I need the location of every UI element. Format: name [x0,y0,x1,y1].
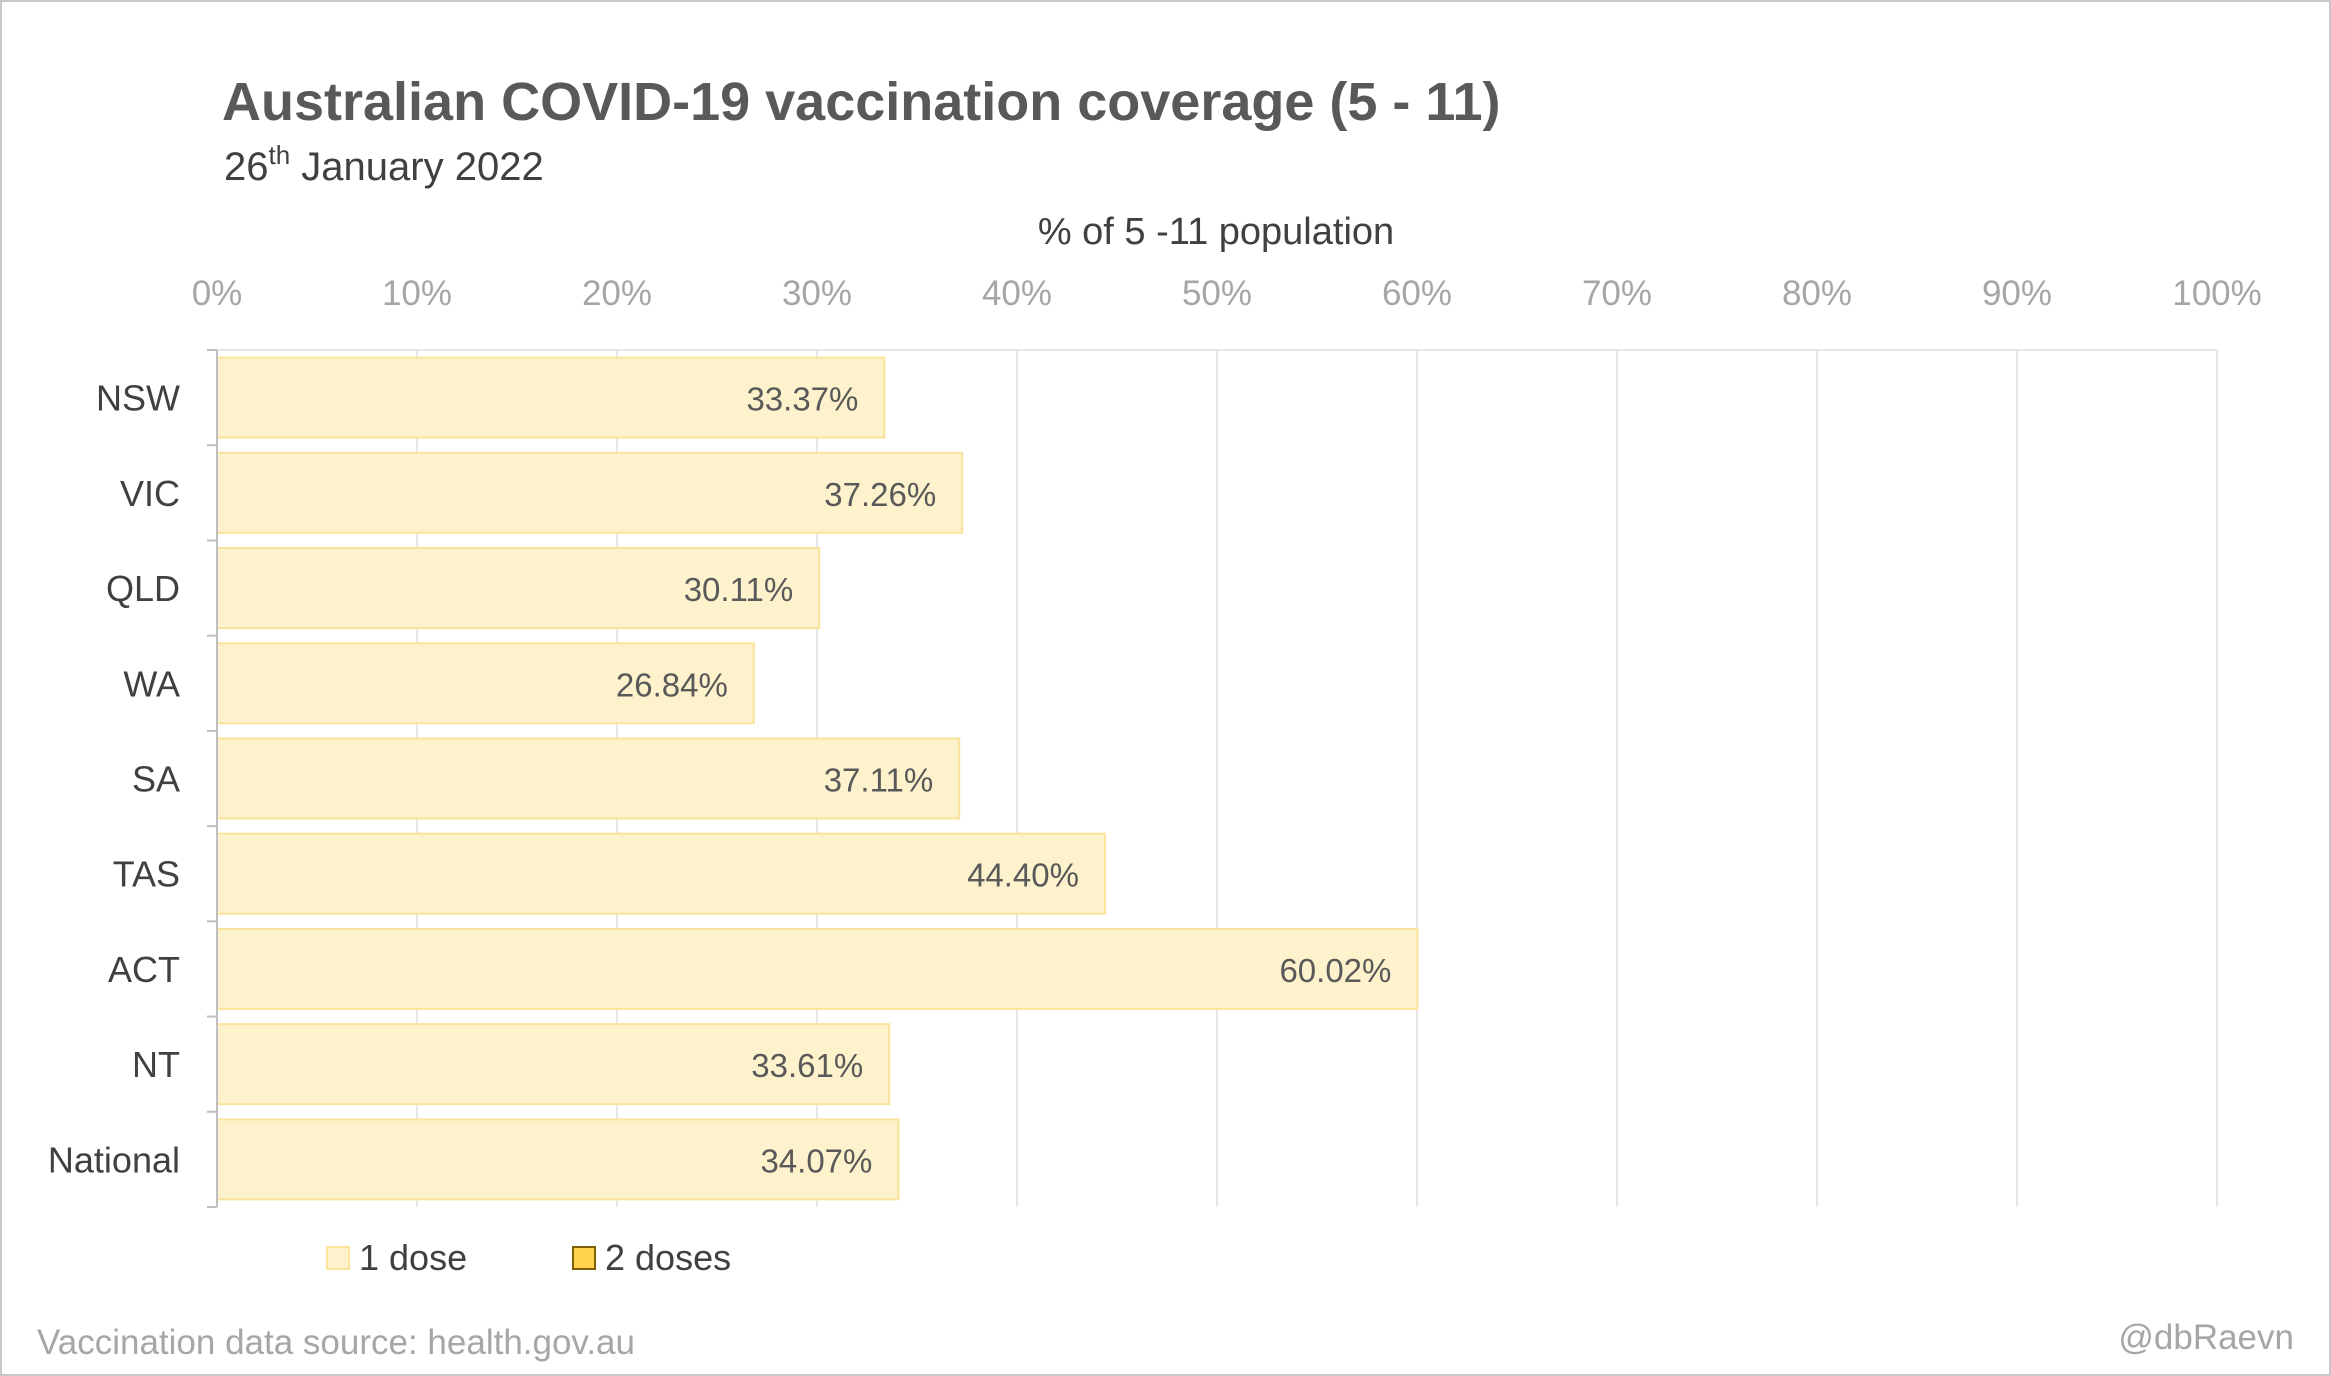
subtitle-rest: January 2022 [290,145,544,189]
y-axis-categories: NSW VIC QLD WA SA TAS ACT NT National [48,378,180,1181]
x-tick-label: 60% [1382,274,1452,313]
bar-data-label: 60.02% [1279,952,1391,989]
bar-data-label: 33.61% [751,1047,863,1084]
chart-subtitle: 26th January 2022 [224,140,544,189]
bar-1-dose [216,642,755,725]
category-label: WA [123,663,180,704]
x-tick-label: 100% [2172,274,2262,313]
x-tick-label: 80% [1782,274,1852,313]
subtitle-ordinal: th [269,140,291,170]
bar-data-label: 44.40% [967,857,1079,894]
bar-1-dose [216,451,964,534]
x-axis-ticks: 0% 10% 20% 30% 40% 50% 60% 70% 80% 90% 100% [192,274,2262,313]
x-tick-label: 0% [192,274,243,313]
category-label: ACT [108,949,180,990]
x-tick-label: 50% [1182,274,1252,313]
x-tick-label: 70% [1582,274,1652,313]
category-label: National [48,1139,180,1180]
bar-1-dose [216,356,886,439]
y-axis-line [207,349,218,1208]
bar-data-label: 33.37% [746,381,858,418]
category-label: NSW [96,378,180,419]
chart-title: Australian COVID-19 vaccination coverage… [222,72,1500,132]
bar-data-label: 37.11% [824,762,933,799]
source-note: Vaccination data source: health.gov.au [37,1323,635,1362]
category-label: QLD [106,568,180,609]
bar-data-label: 34.07% [760,1142,872,1179]
subtitle-day: 26 [224,145,269,189]
bar-1-dose [216,737,961,820]
bar-data-label: 37.26% [824,476,936,513]
x-tick-label: 10% [382,274,452,313]
credit-handle: @dbRaevn [2118,1318,2294,1357]
legend: 1 dose 2 doses [326,1237,731,1278]
bar-1-dose [216,1023,891,1106]
bar-1-dose [216,927,1419,1010]
x-tick-label: 20% [582,274,652,313]
category-label: VIC [120,473,180,514]
category-label: SA [132,759,180,800]
legend-label-2-doses: 2 doses [605,1237,731,1278]
legend-swatch-1-dose [326,1246,350,1270]
bar-1-dose [216,1118,900,1201]
category-label: TAS [113,854,180,895]
x-axis-title: % of 5 -11 population [1038,211,1394,253]
legend-swatch-2-doses [572,1246,596,1270]
x-tick-label: 40% [982,274,1052,313]
bars: 33.37% 37.26% 30.11% 26.84% 37.11% 44.40% 60.0… [216,356,1419,1201]
legend-label-1-dose: 1 dose [359,1237,467,1278]
bar-data-label: 30.11% [684,571,793,608]
bar-1-dose [216,832,1106,915]
x-tick-label: 90% [1982,274,2052,313]
category-label: NT [132,1044,180,1085]
bar-data-label: 26.84% [616,666,728,703]
x-tick-label: 30% [782,274,852,313]
